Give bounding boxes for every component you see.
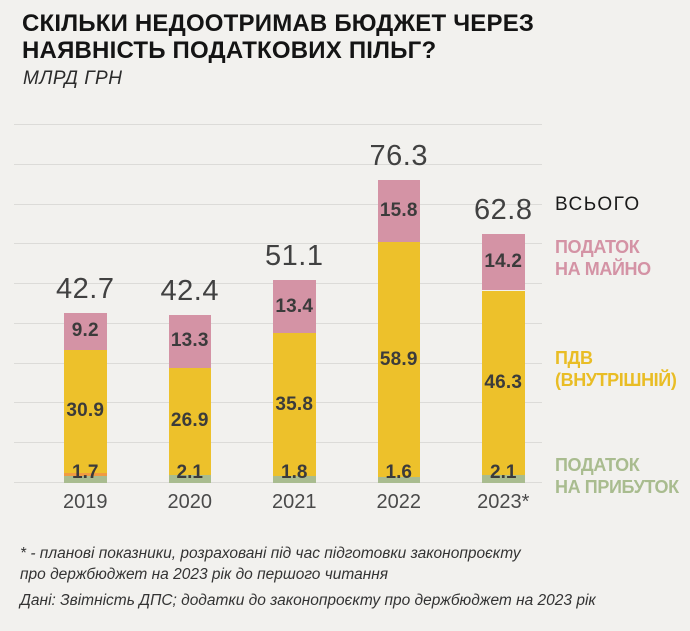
- bar-2019: 1.7 30.9 9.2: [64, 125, 107, 483]
- segment-value-label: 30.9: [66, 400, 105, 422]
- legend-item-vat: ПДВ (ВНУТРІШНІЙ): [555, 348, 677, 390]
- bar-segment: 58.9: [377, 242, 420, 477]
- stacked-bar-chart: 1.7 30.9 9.2 42.7 2019 2.1 26.9 13.3 42.4 2020 1.8…: [14, 124, 542, 513]
- bar-segment: [64, 476, 107, 483]
- bar-segment: [482, 474, 525, 483]
- bar-total-label: 42.7: [56, 273, 115, 306]
- x-axis-label: 2019: [63, 491, 108, 513]
- bar-segment: 26.9: [168, 367, 211, 475]
- bar-segment: [377, 476, 420, 483]
- segment-value-label: 9.2: [71, 320, 99, 342]
- gridline: [14, 163, 542, 165]
- bar-total-label: 51.1: [265, 240, 324, 273]
- segment-value-label: 14.2: [484, 251, 523, 273]
- bar-segment: 9.2: [64, 313, 107, 350]
- bar-segment: 13.4: [273, 280, 316, 334]
- segment-value-label: 26.9: [170, 410, 209, 432]
- segment-value-label: 2.1: [490, 462, 517, 483]
- segment-value-label: 13.3: [170, 330, 209, 352]
- bar-2020: 2.1 26.9 13.3: [168, 125, 211, 483]
- chart-units-subtitle: МЛРД ГРН: [23, 68, 123, 89]
- legend-total-label: ВСЬОГО: [555, 194, 641, 215]
- bar-total-label: 76.3: [369, 139, 428, 172]
- bar-segment: 15.8: [377, 179, 420, 243]
- bar-segment: 35.8: [273, 333, 316, 476]
- segment-value-label: 15.8: [379, 199, 418, 221]
- gridline: [14, 203, 542, 205]
- bar-2023*: 2.1 46.3 14.2: [482, 125, 525, 483]
- segment-value-label: 46.3: [484, 371, 523, 393]
- legend-item-profit-tax: ПОДАТОК НА ПРИБУТОК: [555, 455, 679, 497]
- bar-segment: 46.3: [482, 290, 525, 475]
- bar-segment: [64, 472, 107, 477]
- gridline: [14, 243, 542, 245]
- segment-value-label: 2.1: [176, 462, 203, 483]
- bar-total-label: 42.4: [160, 274, 219, 307]
- segment-value-label: 58.9: [379, 348, 418, 370]
- x-axis-label: 2022: [376, 491, 422, 513]
- bar-segment: [273, 475, 316, 483]
- segment-value-label: 1.8: [281, 462, 308, 483]
- bar-segment: [168, 474, 211, 483]
- bar-segment: 13.3: [168, 314, 211, 368]
- segment-value-label: 13.4: [275, 295, 314, 317]
- segment-value-label: 1.6: [385, 462, 412, 483]
- x-axis-label: 2023*: [477, 491, 530, 513]
- bar-segment: 30.9: [64, 349, 107, 473]
- segment-value-label: 35.8: [275, 393, 314, 415]
- bar-segment: 14.2: [482, 234, 525, 291]
- legend-item-property-tax: ПОДАТОК НА МАЙНО: [555, 237, 651, 279]
- segment-value-label: 1.7: [72, 462, 99, 483]
- gridline: [14, 124, 542, 125]
- footnote: * - планові показники, розраховані під ч…: [20, 545, 521, 583]
- x-axis-label: 2021: [272, 491, 317, 513]
- chart-title: СКІЛЬКИ НЕДООТРИМАВ БЮДЖЕТ ЧЕРЕЗ НАЯВНІС…: [22, 10, 535, 64]
- bar-total-label: 62.8: [474, 194, 533, 226]
- data-source: Дані: Звітність ДПС; додатки до законопр…: [20, 592, 596, 609]
- bar-2021: 1.8 35.8 13.4: [273, 125, 316, 483]
- bar-2022: 1.6 58.9 15.8: [377, 125, 420, 483]
- x-axis-label: 2020: [167, 491, 213, 513]
